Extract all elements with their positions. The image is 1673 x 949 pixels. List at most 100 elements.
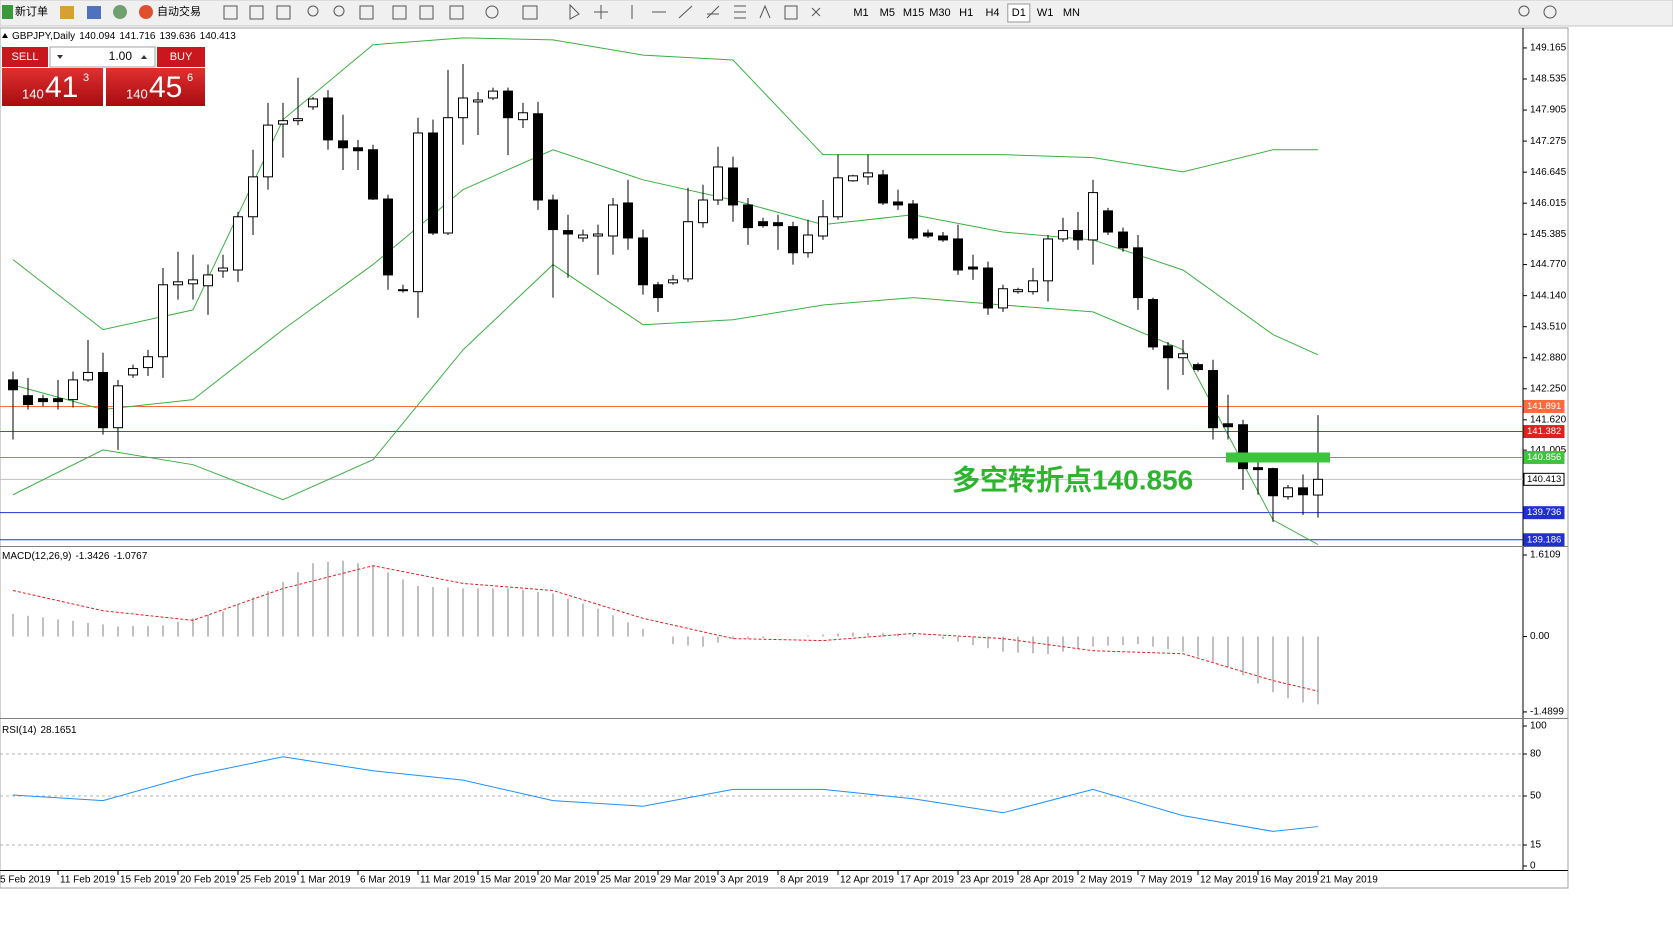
x-tick-label: 23 Apr 2019 [960,875,1014,886]
icon[interactable] [113,5,127,19]
candle-body [68,379,78,401]
level-tag [1523,472,1565,486]
icon[interactable] [307,5,319,17]
candle-body [428,132,438,234]
icon[interactable] [485,5,499,19]
x-tick-label: 5 Feb 2019 [0,875,51,886]
timeframe[interactable]: D1 [1012,7,1026,19]
x-tick-label: 3 Apr 2019 [720,875,769,886]
y-tick-label: 0.00 [1530,631,1550,642]
icon[interactable] [1543,5,1557,19]
new-order[interactable]: 新订单 [15,4,48,18]
candle-body [728,167,738,206]
icon[interactable] [249,5,264,20]
timeframe[interactable]: H4 [985,7,999,19]
icon[interactable] [359,5,374,20]
timeframe[interactable]: M30 [929,7,950,19]
x-tick-label: 29 Mar 2019 [660,875,717,886]
icon[interactable] [678,5,693,19]
icon[interactable] [522,5,538,20]
icon[interactable] [734,5,746,19]
level-tag [1523,425,1565,439]
candle-body [158,284,168,358]
sell-button[interactable] [2,47,48,67]
chart-header: GBPJPY,Daily 140.094 141.716 139.636 140.413 [12,31,236,42]
icon[interactable] [333,5,345,17]
icon[interactable] [569,3,580,20]
bollinger-lower [12,263,1319,545]
macd-value: -1.3426 [75,551,109,562]
icon[interactable] [87,6,101,19]
candle-body [623,202,633,239]
pivot-marker [1226,452,1330,463]
icon[interactable] [759,4,771,19]
x-tick-label: 2 May 2019 [1080,875,1133,886]
buy-label[interactable]: BUY [170,51,193,63]
auto-trading-icon[interactable] [139,5,153,19]
lots-box[interactable] [49,46,156,68]
candle-body [743,204,753,229]
icon[interactable] [784,5,798,20]
candle-body [893,201,903,206]
y-tick-label: 80 [1530,749,1542,760]
candle-body [473,99,483,103]
candle-body [1298,487,1308,496]
candle-body [1043,238,1053,282]
candle-body [803,234,813,254]
timeframe[interactable]: M5 [880,7,895,19]
icon[interactable] [811,7,821,17]
level-tag-label: 140.413 [1527,474,1561,485]
candle-body [1148,299,1158,348]
icon[interactable] [392,5,407,20]
candle-body [173,281,183,286]
level-tag-label: 139.736 [1527,507,1561,518]
candle-body [443,117,453,234]
level-tag [1523,450,1565,464]
buy-button[interactable] [157,47,205,67]
x-tick-label: 28 Apr 2019 [1020,875,1074,886]
icon[interactable] [276,5,291,20]
lots[interactable]: 1.00 [109,49,133,63]
timeframe[interactable]: MN [1063,7,1080,19]
auto-trading[interactable]: 自动交易 [157,4,201,18]
icon[interactable] [449,5,464,20]
rsi-panel [0,753,1523,846]
tool-icons [223,3,1557,20]
x-tick-label: 8 Apr 2019 [780,875,829,886]
candle-body [818,216,828,237]
icon[interactable] [60,6,74,19]
chart-window [0,27,1569,889]
ohlc-value: 139.636 [160,31,197,42]
icon[interactable] [419,5,434,20]
search-icon[interactable] [1518,5,1530,17]
candle-body [488,90,498,99]
icon[interactable] [594,5,608,19]
timeframe[interactable]: M1 [853,7,868,19]
sell-label[interactable]: SELL [12,51,39,63]
icon[interactable] [706,5,720,19]
timeframe[interactable]: H1 [959,7,973,19]
main-panel [0,37,1523,545]
icon[interactable] [223,5,238,20]
candle-body [938,235,948,241]
sell-price-big: 140 [22,86,44,101]
candle-body [1238,424,1248,470]
y-tick-label: 0 [1530,861,1536,872]
rsi-line [12,756,1319,832]
sell-price-box[interactable] [2,68,103,106]
timeframe[interactable]: W1 [1037,7,1054,19]
candle-body [1013,289,1023,293]
candle-body [248,176,258,218]
candle-body [878,174,888,204]
y-tick-label: 143.510 [1530,321,1567,332]
x-tick-label: 25 Feb 2019 [240,875,297,886]
buy-price-box[interactable] [106,68,205,106]
timeframe[interactable]: M15 [903,7,924,19]
rsi-header: RSI(14) 28.1651 [2,725,77,736]
candle-body [1133,247,1143,299]
new-order-icon[interactable] [2,5,13,19]
candle-body [503,90,513,119]
y-tick-label: 145.385 [1530,229,1567,240]
candle-body [833,177,843,218]
